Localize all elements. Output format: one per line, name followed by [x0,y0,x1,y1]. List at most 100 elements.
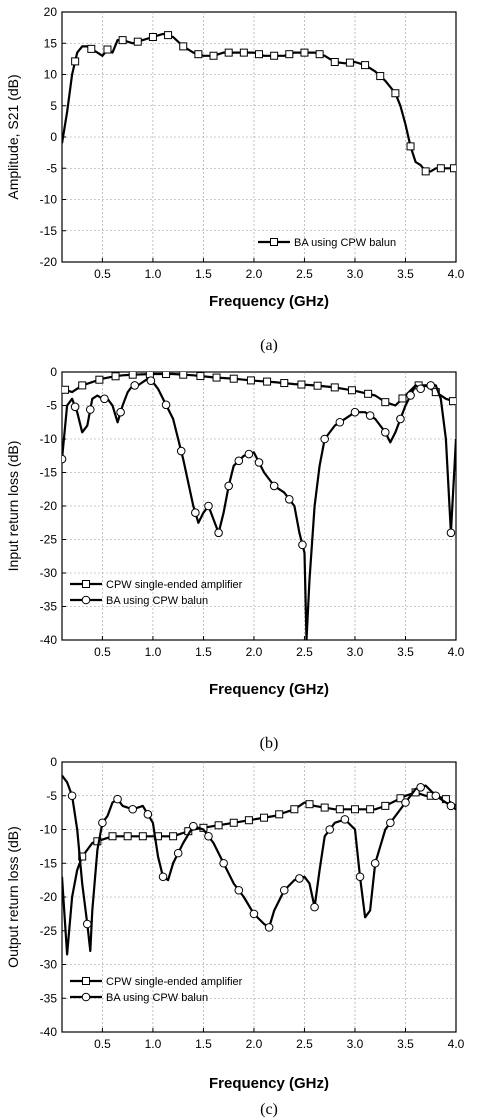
chart-a-series-1-point [118,36,127,45]
chart-b-xtick-label: 4.0 [448,645,465,659]
chart-a-series-1-point [87,44,96,53]
chart-c-xtick-label: 1.5 [195,1037,212,1051]
chart-b-series-1-point [448,397,456,406]
chart-b-series-2-point [416,384,425,394]
chart-a-ytick-label: 20 [44,5,58,19]
chart-b-series-1-point [246,376,255,385]
chart-c-series-2-point [340,815,350,824]
chart-a-y-axis-title: Amplitude, S21 (dB) [5,74,21,199]
chart-c-series-2-point [310,902,319,912]
chart-b-series-2-point [254,458,264,467]
chart-c-series-1-point [123,832,132,841]
chart-c-series-2-point [386,818,395,828]
chart-a-series-1-point [330,58,339,66]
chart-b-xtick-label: 1.5 [195,645,212,659]
chart-b-series-2-point [214,528,223,538]
chart-c-series-2-point [431,791,441,801]
chart-c-series-1-point [229,818,238,827]
chart-b-ytick-label: -30 [40,566,58,580]
chart-b-series-2-point [446,528,456,538]
chart-a-ytick-label: -15 [40,224,58,238]
chart-b-series-2-point [191,508,200,518]
chart-c-series-2-point [325,825,335,834]
chart-a-xtick-label: 2.0 [246,267,263,281]
chart-a-ytick-label: 10 [44,68,58,82]
chart-c-series-1-point [138,832,147,841]
chart-a-series-1-point [133,37,142,46]
chart-c-legend-label: BA using CPW balun [106,992,208,1004]
chart-b-ytick-label: -35 [40,600,58,614]
chart-b-series-2-point [62,454,67,464]
chart-c-series-2-point [143,810,153,819]
chart-c-series-2-point [370,858,380,868]
chart-a-ytick-label: -5 [46,161,57,175]
chart-c-series-2-point [67,791,77,801]
chart-b-series-1-point [347,386,356,395]
chart-a-series-1-point [391,89,400,98]
chart-a-ytick-label: 5 [50,99,57,113]
chart-c-series-2-point [279,885,289,895]
chart-a-x-axis-title: Frequency (GHz) [209,293,329,310]
chart-a-series-1-point [285,50,294,59]
chart-a-series-1-point [270,51,279,60]
chart-a-series-1-point [164,31,173,40]
chart-b-ytick-label: -40 [40,633,58,647]
chart-a-series-1-point [255,50,263,59]
chart-a-series-1 [62,31,456,176]
chart-c-series-1-point [290,805,299,814]
chart-a-xtick-label: 2.5 [296,267,313,281]
chart-b-xtick-label: 2.5 [296,645,313,659]
chart-c-y-axis-title: Output return loss (dB) [5,826,21,968]
chart-b-series-1-point [297,380,306,389]
chart-b-series-1-point [162,372,171,379]
chart-c-xtick-label: 2.0 [246,1037,263,1051]
chart-c-series-2-point [401,798,410,807]
chart-b-legend-label: BA using CPW balun [106,595,208,607]
chart-b-series-1-point [196,372,205,381]
chart-c-series-2 [62,774,456,953]
chart-a-legend-marker [270,238,278,246]
chart-b-series-2 [62,376,456,640]
chart-a-series-1-point [421,167,430,176]
chart-c-series-1-point [108,832,117,841]
chart-b-series-2-point [161,400,171,410]
chart-a-series-1-point [179,42,188,51]
chart-c-series-1-point [169,832,178,841]
chart-c-series-1-point [305,800,314,809]
chart-b-series-2-point [406,391,415,400]
chart-b-series-1-point [78,381,87,390]
chart-a-series-1-point [361,61,370,70]
chart-c-xtick-label: 4.0 [448,1037,465,1051]
chart-b-series-2-point [426,381,436,390]
chart-a-series-1-point [300,48,309,57]
chart-b-series-1-point [263,377,272,386]
chart-c-xtick-label: 0.5 [94,1037,111,1051]
chart-b-legend-entry-1: CPW single-ended amplifier [70,579,243,591]
chart-b-series-1-point [364,389,373,398]
chart-c-series-2-point [355,872,365,882]
chart-b-series-2-point [85,405,95,414]
chart-b-xtick-label: 3.0 [347,645,364,659]
chart-c-series-2-point [128,804,138,814]
chart-c-xtick-label: 3.5 [397,1037,414,1051]
chart-c-xtick-label: 2.5 [296,1037,313,1051]
chart-b-series-2-point [146,376,156,386]
chart-a-xtick-label: 1.0 [145,267,162,281]
chart-b-series-2-point [350,407,360,417]
chart-b-series-2-point [224,481,233,491]
chart-b-xtick-label: 2.0 [246,645,263,659]
chart-a-legend-entry-1: BA using CPW balun [258,237,396,249]
chart-b-series-2-point [176,446,186,456]
chart-c-ytick-label: -10 [40,823,58,837]
chart-c-series-2-point [446,801,456,811]
chart-b: 0.5 1.0 1.5 2.0 2.5 3.0 3.5 4.0 -40 -35 -30 -25 -20 -… [5,365,465,752]
chart-c-series-1-point [381,801,390,810]
chart-b-series-2-point [234,456,244,466]
chart-b-series-2-point [100,394,109,404]
chart-a-ytick-label: 0 [50,130,57,144]
chart-c-series-2-point [234,885,244,895]
chart-a-series-1-point [194,50,203,59]
chart-c-ytick-label: -5 [46,789,57,803]
chart-a-series-1-point [376,72,385,81]
